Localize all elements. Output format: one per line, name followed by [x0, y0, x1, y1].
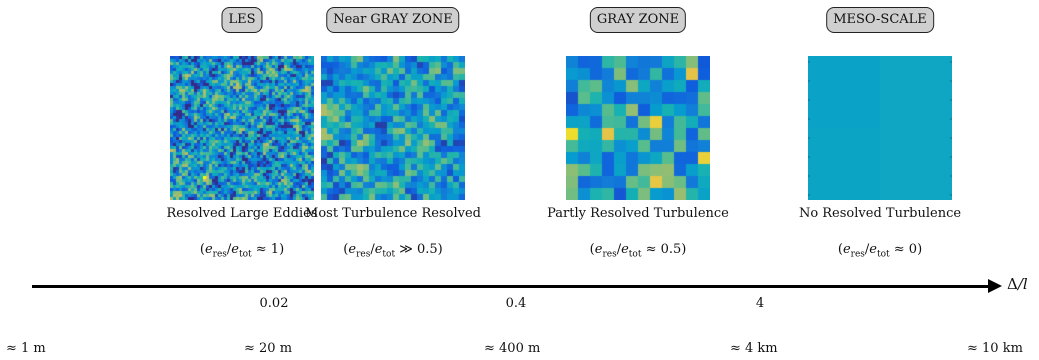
axis-label: Δ/l — [1007, 275, 1028, 293]
scale-label: ≈ 4 km — [730, 341, 778, 356]
axis-tick-label: 0.4 — [505, 296, 527, 311]
les-turbulence-field — [170, 56, 314, 200]
near-gray-zone-turbulence-field — [321, 56, 465, 200]
regime-gray-zone: GRAY ZONE Partly Resolved Turbulence (er… — [528, 0, 748, 270]
gray-zone-caption: Partly Resolved Turbulence — [547, 206, 729, 221]
les-energy-ratio: (eres/etot ≈ 1) — [199, 242, 285, 260]
near-gray-zone-caption: Most Turbulence Resolved — [305, 206, 481, 221]
gray-zone-energy-ratio: (eres/etot ≈ 0.5) — [589, 242, 687, 260]
axis-arrowhead-icon — [988, 279, 1002, 293]
axis-tick-label: 0.02 — [259, 296, 289, 311]
scale-label: ≈ 400 m — [484, 341, 541, 356]
regime-meso-scale: MESO-SCALE No Resolved Turbulence (eres/… — [770, 0, 990, 270]
les-badge: LES — [221, 7, 263, 33]
meso-scale-turbulence-field — [808, 56, 952, 200]
gray-zone-turbulence-field — [566, 56, 710, 200]
scale-label: ≈ 10 km — [967, 341, 1023, 356]
meso-scale-caption: No Resolved Turbulence — [798, 206, 962, 221]
les-caption: Resolved Large Eddies — [166, 206, 318, 221]
meso-scale-badge: MESO-SCALE — [826, 7, 934, 33]
regime-les: LES Resolved Large Eddies (eres/etot ≈ 1… — [132, 0, 352, 270]
meso-scale-energy-ratio: (eres/etot ≈ 0) — [837, 242, 923, 260]
resolution-axis-line — [32, 285, 992, 288]
axis-tick-label: 4 — [755, 296, 765, 311]
near-gray-zone-badge: Near GRAY ZONE — [326, 7, 460, 33]
gray-zone-badge: GRAY ZONE — [589, 7, 687, 33]
scale-label: ≈ 20 m — [244, 341, 293, 356]
scale-label: ≈ 1 m — [6, 341, 46, 356]
near-gray-zone-energy-ratio: (eres/etot ≫ 0.5) — [343, 242, 443, 260]
regime-near-gray-zone: Near GRAY ZONE Most Turbulence Resolved … — [283, 0, 503, 270]
